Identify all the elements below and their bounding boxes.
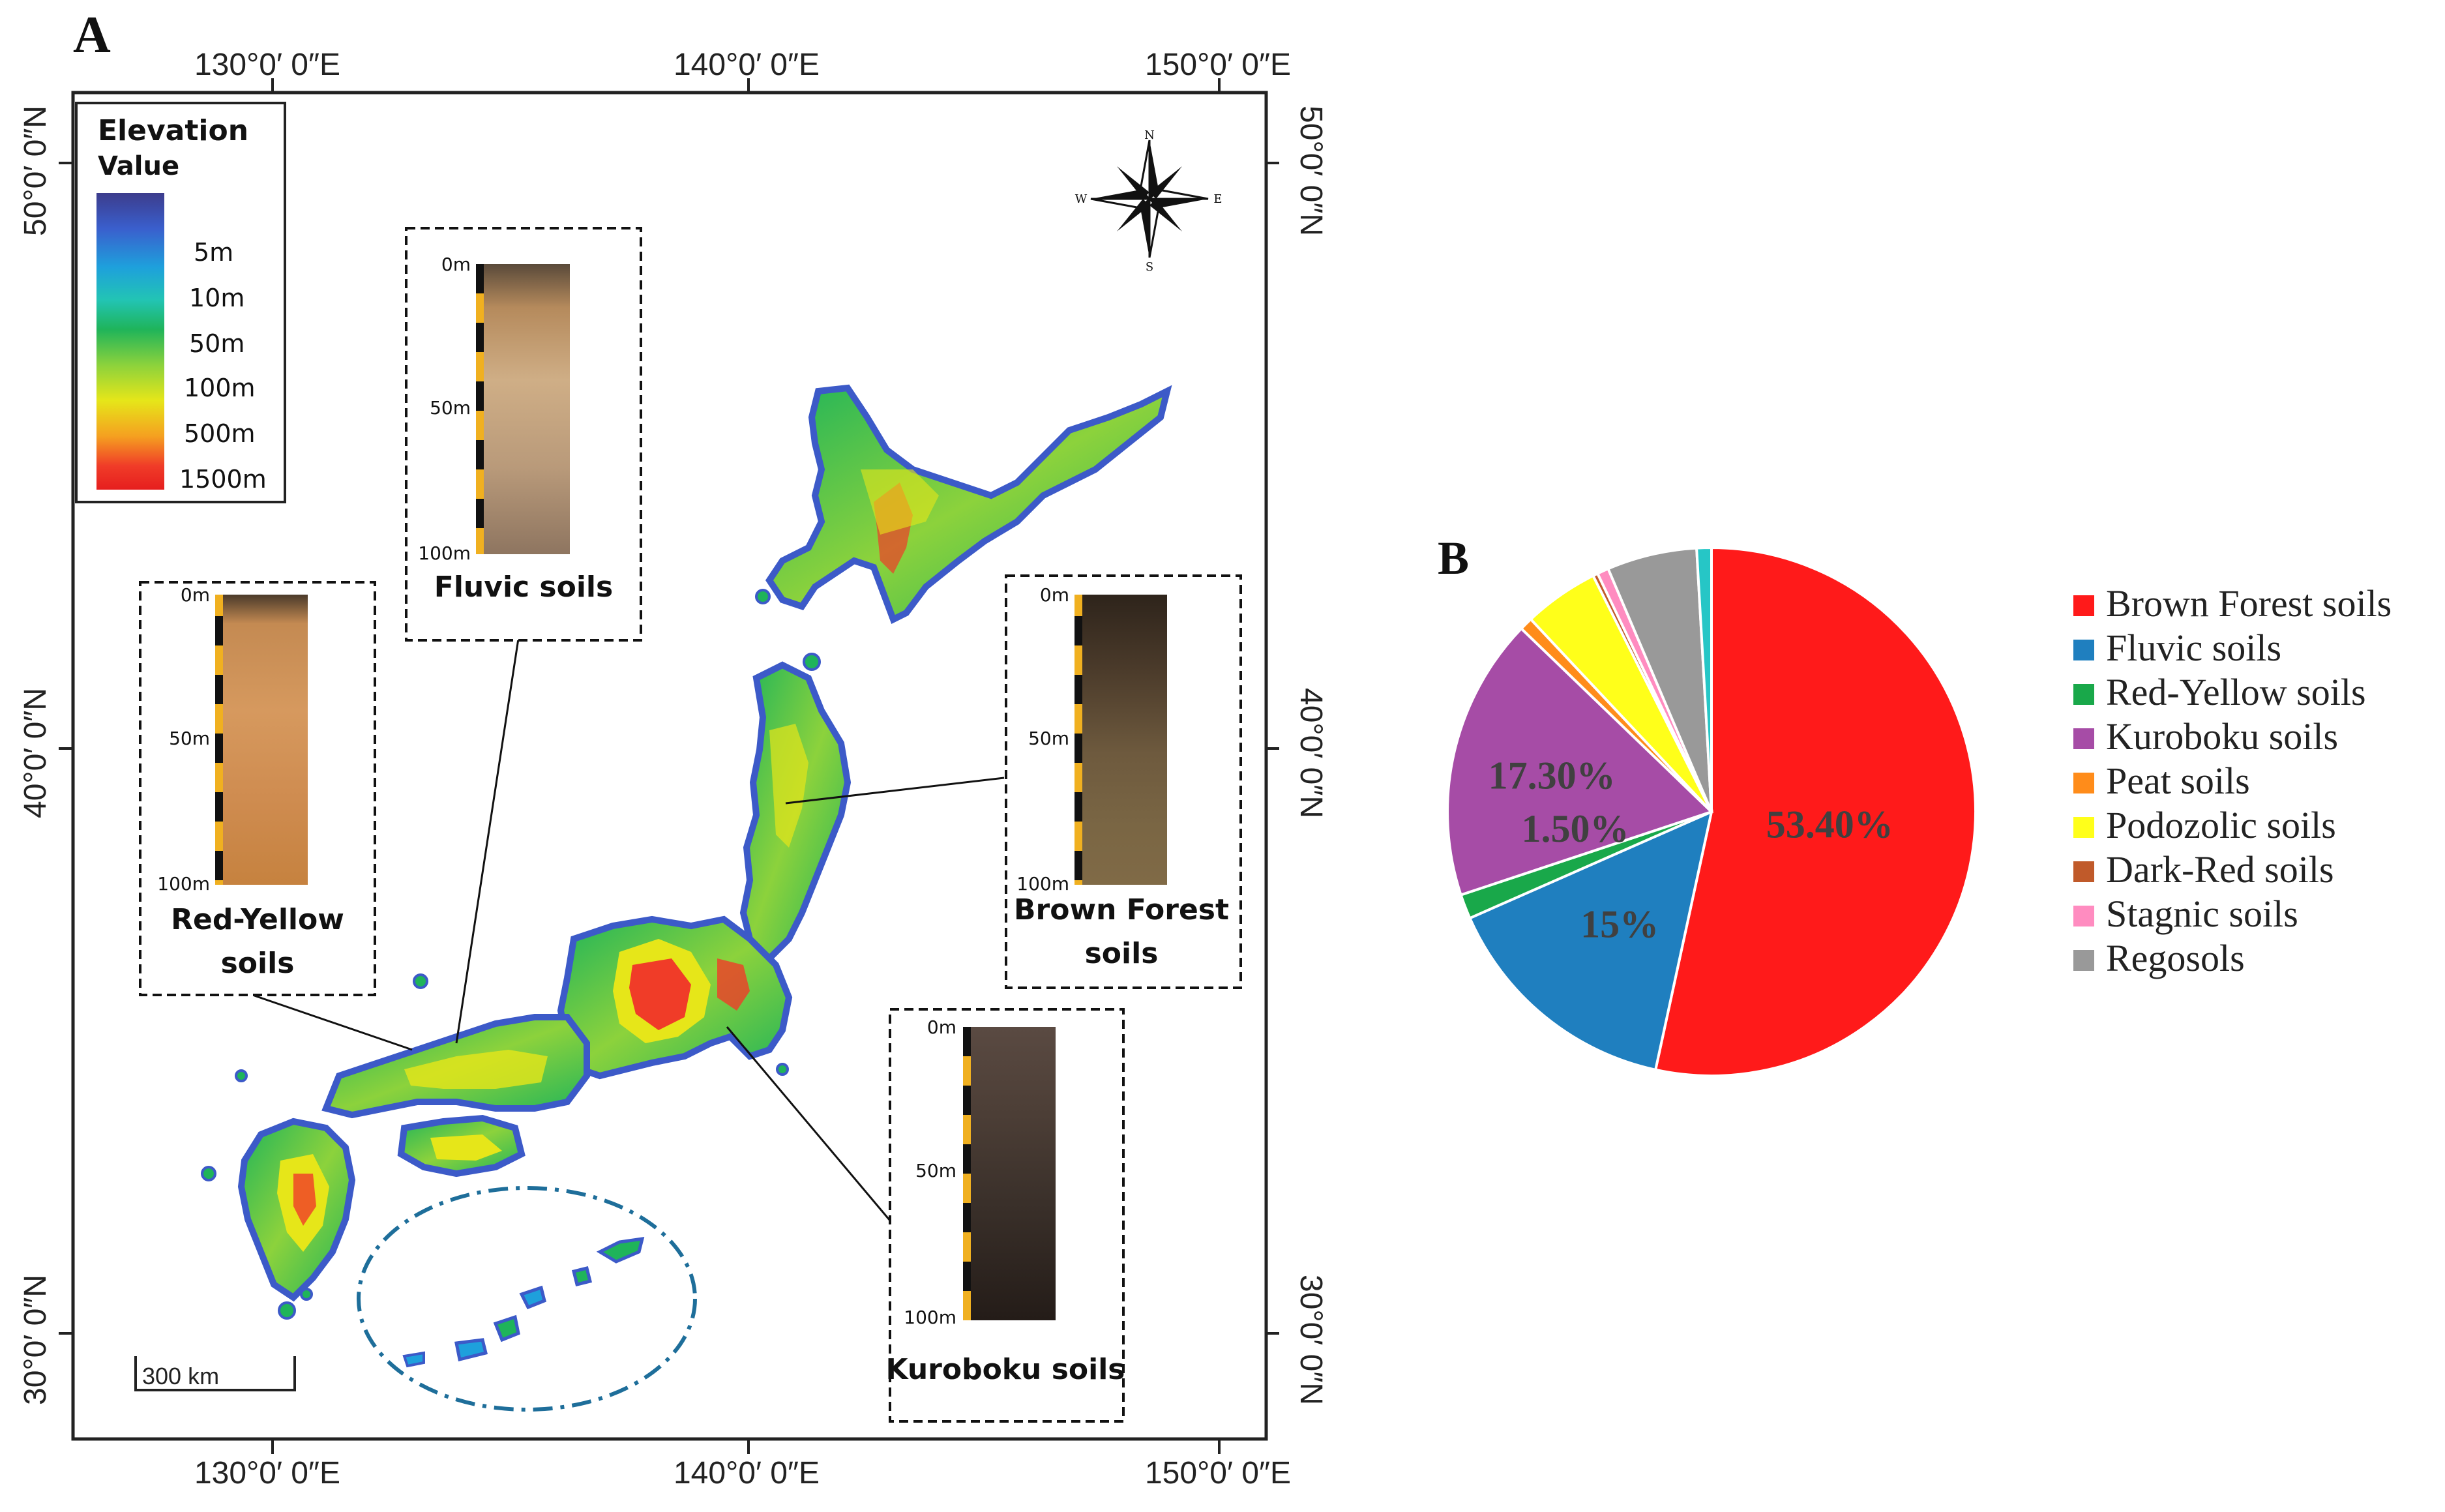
legend-swatch-fluvic-soils	[2073, 640, 2094, 660]
lon-label-bottom-140: 140°0′ 0″E	[674, 1456, 820, 1490]
red-yellow-title-line1: Red-Yellow	[171, 903, 344, 936]
lat-label-left-30: 30°0′ 0″N	[18, 1275, 53, 1405]
okinawa-ellipse	[357, 1186, 697, 1412]
legend-swatch-podozolic-soils	[2073, 817, 2094, 838]
lon-label-bottom-150: 150°0′ 0″E	[1145, 1456, 1291, 1490]
lat-label-left-50: 50°0′ 0″N	[18, 106, 53, 236]
compass-w: W	[1075, 192, 1088, 206]
legend-label-500m: 500m	[184, 419, 256, 448]
fluvic-tick-100: 100m	[418, 542, 471, 564]
lat-label-left-40: 40°0′ 0″N	[18, 688, 53, 818]
pie-slice-kuroboku-soils	[1446, 627, 1714, 897]
pie-label-kuroboku-soils: 17.30%	[1489, 754, 1616, 797]
profile-brown-forest: 0m 50m 100m Brown Forest soils	[1005, 574, 1242, 989]
legend-label-kuroboku-soils: Kuroboku soils	[2106, 715, 2338, 758]
legend-label-brown-forest-soils: Brown Forest soils	[2106, 582, 2392, 625]
panel-a-letter: A	[73, 7, 111, 64]
scale-bar-label: 300 km	[142, 1363, 219, 1389]
legend-label-5m: 5m	[194, 238, 233, 267]
legend-swatch-brown-forest-soils	[2073, 595, 2094, 616]
legend-label-dark-red-soils: Dark-Red soils	[2106, 848, 2334, 891]
legend-swatch-stagnic-soils	[2073, 906, 2094, 926]
pie-slice-brown-forest-soils	[1653, 546, 1977, 1077]
fluvic-title: Fluvic soils	[434, 571, 613, 604]
elevation-legend: Elevation Value 5m 10m 50m 100m 500m 150…	[75, 102, 286, 503]
profile-kuroboku: 0m 50m 100m Kuroboku soils	[886, 1008, 1125, 1423]
legend-label-50m: 50m	[189, 329, 244, 358]
brown-forest-profile-image	[1082, 595, 1167, 885]
lon-label-top-150: 150°0′ 0″E	[1145, 48, 1291, 82]
red-yellow-profile-image	[223, 595, 308, 885]
profile-fluvic: 0m 50m 100m Fluvic soils	[405, 227, 642, 642]
legend-title-line1: Elevation	[98, 114, 248, 147]
compass-n: N	[1144, 128, 1155, 142]
pie-label-red-yellow-soils: 1.50%	[1521, 807, 1629, 850]
hokkaido	[765, 384, 1172, 624]
legend-label-100m: 100m	[184, 374, 256, 402]
red-yellow-tick-50: 50m	[169, 728, 210, 749]
legend-label-red-yellow-soils: Red-Yellow soils	[2106, 671, 2366, 713]
legend-label-stagnic-soils: Stagnic soils	[2106, 893, 2298, 935]
lat-label-right-50: 50°0′ 0″N	[1294, 106, 1328, 236]
red-yellow-tick-0: 0m	[181, 584, 210, 606]
legend-title-line2: Value	[98, 151, 179, 181]
pie-chart: 53.40% 15% 1.50% 17.30%	[1446, 546, 1977, 1077]
kuroboku-title: Kuroboku soils	[886, 1353, 1125, 1386]
red-yellow-title-line2: soils	[221, 947, 295, 980]
compass-rose-icon: N S E W	[1075, 128, 1222, 274]
kuroboku-tick-100: 100m	[904, 1307, 956, 1328]
kuroboku-tick-0: 0m	[927, 1016, 956, 1038]
fluvic-profile-image	[484, 264, 570, 554]
lon-label-top-140: 140°0′ 0″E	[674, 48, 820, 82]
panel-b: B 53.40% 15% 1.50% 17.30% Brown Forest soil…	[1438, 532, 2392, 1077]
japan-land	[201, 384, 1172, 1320]
legend-label-peat-soils: Peat soils	[2106, 760, 2250, 802]
brown-forest-title: Brown Forest	[1014, 893, 1229, 926]
profile-red-yellow: 0m 50m 100m Red-Yellow soils	[139, 581, 376, 996]
brown-forest-tick-0: 0m	[1040, 584, 1069, 606]
legend-swatch-regosols	[2073, 950, 2094, 971]
pie-slice-fluvic-soils	[1468, 809, 1713, 1072]
legend-label-1500m: 1500m	[179, 465, 267, 494]
brown-forest-tick-50: 50m	[1028, 728, 1069, 749]
fluvic-tick-0: 0m	[441, 254, 471, 275]
red-yellow-tick-100: 100m	[157, 873, 210, 895]
pie-label-fluvic-soils: 15%	[1580, 903, 1659, 946]
lon-label-top-130: 130°0′ 0″E	[194, 48, 340, 82]
legend-label-podozolic-soils: Podozolic soils	[2106, 804, 2336, 846]
panel-a: A 130°0′ 0″E 140°0′ 0″E 150°0′ 0″E 130°0…	[18, 7, 1328, 1490]
okinawa-islands	[402, 1236, 645, 1368]
legend-label-regosols: Regosols	[2106, 937, 2245, 979]
lon-label-bottom-130: 130°0′ 0″E	[194, 1456, 340, 1490]
legend-swatch-peat-soils	[2073, 773, 2094, 793]
kuroboku-tick-50: 50m	[915, 1160, 956, 1181]
legend-swatch-red-yellow-soils	[2073, 684, 2094, 705]
pie-slice-regosols	[1606, 546, 1713, 812]
scale-bar: 300 km	[134, 1356, 296, 1391]
lat-label-right-40: 40°0′ 0″N	[1294, 688, 1328, 818]
compass-e: E	[1213, 192, 1222, 206]
pie-label-brown-forest-soils: 53.40%	[1766, 803, 1893, 846]
kuroboku-profile-image	[971, 1027, 1056, 1320]
brown-forest-tick-100: 100m	[1016, 873, 1069, 895]
panel-b-letter: B	[1438, 532, 1469, 584]
legend-label-10m: 10m	[189, 284, 244, 312]
legend-label-fluvic-soils: Fluvic soils	[2106, 627, 2281, 669]
legend-swatch-kuroboku-soils	[2073, 728, 2094, 749]
brown-forest-title-line2: soils	[1085, 937, 1159, 970]
legend-swatch-dark-red-soils	[2073, 861, 2094, 882]
compass-s: S	[1146, 260, 1153, 274]
fluvic-tick-50: 50m	[430, 397, 471, 419]
pie-slice-unlabeled-teal	[1695, 546, 1713, 812]
lat-label-right-30: 30°0′ 0″N	[1294, 1275, 1328, 1405]
elevation-color-ramp	[96, 193, 164, 490]
